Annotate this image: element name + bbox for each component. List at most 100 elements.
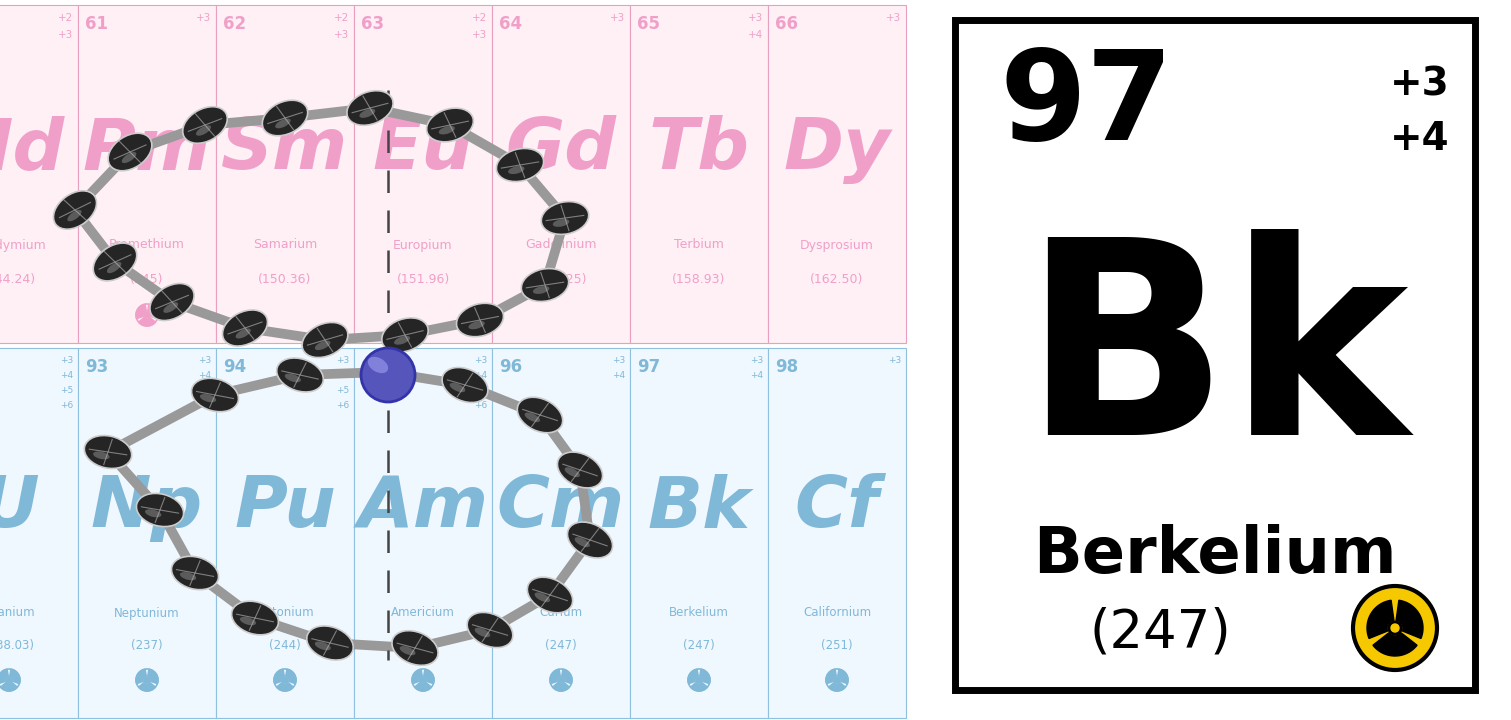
Text: Curium: Curium (539, 606, 583, 619)
Ellipse shape (94, 451, 109, 459)
Text: Californium: Californium (802, 606, 870, 619)
Polygon shape (148, 669, 159, 684)
Ellipse shape (521, 269, 568, 302)
Ellipse shape (565, 467, 580, 477)
Ellipse shape (314, 341, 331, 350)
Text: Neodymium: Neodymium (0, 238, 47, 251)
Text: Uranium: Uranium (0, 606, 35, 619)
Ellipse shape (192, 378, 239, 412)
Ellipse shape (122, 152, 136, 163)
Text: (247): (247) (683, 639, 715, 652)
Text: +4: +4 (60, 371, 73, 380)
Polygon shape (1367, 600, 1393, 639)
Polygon shape (414, 683, 432, 691)
FancyBboxPatch shape (354, 5, 493, 343)
Ellipse shape (263, 100, 308, 136)
Text: Nd: Nd (0, 115, 65, 184)
Ellipse shape (558, 452, 603, 488)
Text: 63: 63 (361, 15, 384, 33)
Polygon shape (423, 669, 434, 684)
Circle shape (558, 677, 564, 683)
FancyBboxPatch shape (493, 348, 630, 718)
Text: +3: +3 (196, 13, 212, 23)
Text: Sm: Sm (222, 115, 349, 184)
Text: +3: +3 (888, 356, 901, 365)
FancyBboxPatch shape (768, 5, 907, 343)
Ellipse shape (196, 125, 212, 136)
Text: Cm: Cm (497, 474, 626, 542)
Polygon shape (139, 683, 156, 691)
Ellipse shape (94, 243, 138, 281)
Ellipse shape (370, 370, 385, 379)
Polygon shape (691, 683, 707, 691)
Text: +4: +4 (748, 30, 763, 40)
Text: (150.36): (150.36) (258, 274, 311, 287)
Ellipse shape (275, 119, 290, 128)
Text: +4: +4 (749, 371, 763, 380)
Polygon shape (273, 669, 284, 684)
Circle shape (144, 312, 150, 318)
Text: +3: +3 (474, 356, 487, 365)
Text: (237): (237) (131, 639, 163, 652)
Polygon shape (553, 683, 570, 691)
Text: 95: 95 (361, 358, 384, 376)
Circle shape (1352, 586, 1437, 670)
Text: 64: 64 (499, 15, 523, 33)
Ellipse shape (360, 109, 375, 118)
Text: +4: +4 (335, 371, 349, 380)
Text: (243): (243) (406, 639, 438, 652)
Circle shape (6, 677, 12, 683)
Polygon shape (139, 318, 156, 326)
Polygon shape (286, 669, 296, 684)
Text: +3: +3 (334, 30, 349, 40)
Polygon shape (0, 669, 8, 684)
Ellipse shape (240, 617, 255, 625)
Text: Gadolinium: Gadolinium (526, 238, 597, 251)
Ellipse shape (163, 302, 178, 313)
FancyBboxPatch shape (768, 348, 907, 718)
Polygon shape (148, 304, 159, 319)
Ellipse shape (284, 374, 301, 382)
Text: Neptunium: Neptunium (115, 606, 180, 619)
Text: Dy: Dy (783, 115, 890, 184)
Text: +3: +3 (57, 30, 73, 40)
Ellipse shape (361, 355, 408, 390)
Polygon shape (828, 683, 846, 691)
Ellipse shape (150, 284, 193, 320)
Circle shape (420, 677, 426, 683)
Ellipse shape (394, 336, 409, 345)
Text: +6: +6 (335, 401, 349, 410)
Text: +3: +3 (610, 13, 626, 23)
Text: +3: +3 (1390, 65, 1451, 103)
Text: Gd: Gd (506, 115, 616, 184)
Text: 66: 66 (775, 15, 798, 33)
FancyBboxPatch shape (493, 5, 630, 343)
Ellipse shape (302, 323, 348, 358)
Text: +2: +2 (471, 13, 487, 23)
Text: (158.93): (158.93) (672, 274, 725, 287)
Ellipse shape (183, 107, 227, 143)
Ellipse shape (574, 537, 589, 547)
Ellipse shape (367, 357, 388, 373)
Text: +6: +6 (60, 401, 73, 410)
Ellipse shape (438, 126, 455, 135)
Text: 98: 98 (775, 358, 798, 376)
Text: (144.24): (144.24) (0, 274, 36, 287)
FancyBboxPatch shape (0, 348, 79, 718)
Text: Plutonium: Plutonium (255, 606, 314, 619)
Ellipse shape (474, 628, 490, 637)
FancyBboxPatch shape (955, 20, 1475, 690)
Ellipse shape (497, 148, 544, 181)
Polygon shape (562, 669, 573, 684)
Text: +4: +4 (1390, 120, 1451, 158)
Text: (238.03): (238.03) (0, 639, 35, 652)
Ellipse shape (468, 321, 485, 329)
Ellipse shape (456, 303, 503, 337)
Ellipse shape (400, 646, 416, 655)
Ellipse shape (199, 394, 216, 402)
Polygon shape (9, 669, 20, 684)
Text: +3: +3 (612, 356, 626, 365)
Text: +3: +3 (60, 356, 73, 365)
Text: Bk: Bk (647, 474, 751, 542)
Polygon shape (1373, 633, 1417, 656)
